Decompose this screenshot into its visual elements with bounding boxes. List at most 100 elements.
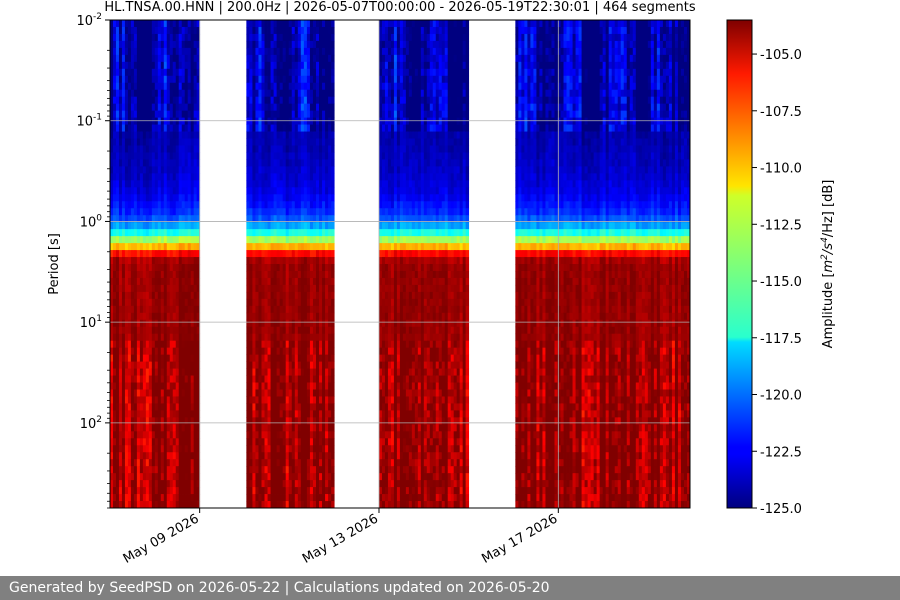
heat-cell [172,466,177,474]
heat-cell [309,215,314,223]
heat-cell [130,40,135,49]
heat-cell [297,166,302,174]
heat-cell [181,487,186,495]
heat-cell [148,40,153,49]
heat-cell [166,145,171,153]
heat-cell [381,187,386,195]
heat-cell [163,466,168,474]
heat-cell [169,201,174,209]
heat-cell [160,110,165,118]
heat-cell [303,480,308,488]
heat-cell [110,305,114,314]
heat-cell [178,438,183,446]
heat-cell [387,410,392,418]
heat-cell [276,354,281,362]
heat-cell [325,117,329,125]
heat-cell [190,243,195,251]
heat-cell [172,382,177,390]
heat-cell [408,33,413,42]
heat-cell [405,368,410,376]
heat-cell [178,257,183,265]
heat-cell [264,166,268,174]
heat-cell [169,180,174,188]
heat-cell [279,68,284,77]
heat-cell [285,250,290,258]
heat-cell [381,466,386,474]
heat-cell [187,166,192,174]
heat-cell [273,215,278,223]
heat-cell [315,243,320,251]
heat-cell [190,389,195,397]
heat-cell [291,431,296,439]
heat-cell [328,117,332,125]
heat-cell [130,250,135,258]
heat-cell [148,110,153,118]
heat-cell [328,201,332,209]
heat-cell [270,103,275,112]
heat-cell [157,382,162,390]
heat-cell [387,264,392,272]
heat-cell [393,103,398,112]
heat-cell [163,159,168,167]
heat-cell [396,347,401,356]
heat-cell [309,424,314,432]
heat-cell [294,270,299,279]
heat-cell [399,417,404,425]
heat-cell [160,152,165,160]
heat-cell [396,208,401,216]
heat-cell [136,208,141,216]
heat-cell [393,180,398,188]
heat-cell [193,152,198,160]
heat-cell [136,396,141,404]
heat-cell [312,473,317,481]
heat-cell [115,291,120,300]
heat-cell [255,145,259,153]
heat-cell [196,326,201,335]
plot-area [110,20,690,508]
heat-cell [282,187,287,195]
heat-cell [136,291,141,300]
heat-cell [157,243,162,251]
heat-cell [322,194,326,202]
heat-cell [267,466,271,474]
heat-cell [178,229,183,237]
heat-cell [169,222,174,230]
heat-cell [309,354,314,362]
heat-cell [184,424,189,432]
heat-cell [393,110,398,118]
heat-cell [193,201,198,209]
heat-cell [294,82,299,91]
heat-cell [309,438,314,446]
heat-cell [300,20,305,28]
heat-cell [187,82,192,91]
heat-cell [115,180,120,188]
heat-cell [175,159,180,167]
heat-cell [169,103,174,112]
heat-cell [288,110,293,118]
heat-cell [282,131,287,139]
heat-cell [378,438,383,446]
heat-cell [261,438,265,446]
heat-cell [255,438,259,446]
heat-cell [291,103,296,112]
heat-cell [115,138,120,146]
heat-cell [322,494,326,502]
heat-cell [246,124,250,132]
heat-cell [157,480,162,488]
heat-cell [139,222,144,230]
heat-cell [312,243,317,251]
heat-cell [378,138,383,146]
heat-cell [187,33,192,42]
heat-cell [279,466,284,474]
heat-cell [393,494,398,502]
heat-cell [402,243,407,251]
heat-cell [139,410,144,418]
heat-cell [133,75,138,84]
heat-cell [115,445,120,453]
heat-cell [255,236,259,244]
heat-cell [411,68,416,77]
heat-cell [118,487,123,495]
heat-cell [124,431,129,439]
heat-cell [408,284,413,293]
heat-cell [291,138,296,146]
